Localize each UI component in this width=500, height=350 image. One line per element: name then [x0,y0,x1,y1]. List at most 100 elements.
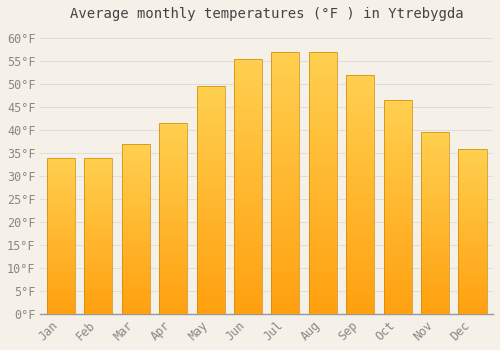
Bar [84,301,112,304]
Bar [346,137,374,142]
Bar [272,267,299,272]
Bar [234,125,262,130]
Bar [272,57,299,63]
Bar [159,272,187,276]
Bar [458,175,486,178]
Bar [309,240,337,246]
Bar [421,241,449,245]
Bar [234,120,262,125]
Bar [234,309,262,314]
Bar [346,89,374,94]
Bar [384,293,411,297]
Bar [47,308,75,311]
Bar [122,300,150,304]
Bar [384,143,411,147]
Bar [84,304,112,308]
Bar [234,217,262,222]
Bar [196,287,224,291]
Bar [458,258,486,261]
Bar [346,152,374,156]
Bar [458,155,486,159]
Bar [234,156,262,161]
Bar [421,274,449,278]
Bar [234,304,262,309]
Bar [384,160,411,164]
Bar [122,259,150,263]
Bar [384,233,411,237]
Bar [159,158,187,161]
Bar [421,296,449,299]
Bar [346,280,374,285]
Bar [84,261,112,264]
Bar [272,251,299,256]
Bar [458,185,486,188]
Bar [234,64,262,69]
Bar [84,167,112,170]
Bar [272,120,299,125]
Bar [196,118,224,123]
Bar [421,154,449,158]
Bar [84,180,112,183]
Bar [458,225,486,228]
Bar [309,136,337,141]
Bar [196,305,224,309]
Bar [84,217,112,220]
Bar [159,280,187,284]
Bar [272,240,299,246]
Bar [159,284,187,287]
Bar [272,204,299,209]
Bar [272,272,299,277]
Bar [47,226,75,230]
Bar [159,276,187,280]
Bar [421,307,449,310]
Bar [84,230,112,233]
Bar [47,280,75,283]
Bar [346,252,374,257]
Bar [47,201,75,204]
Bar [234,202,262,207]
Bar [421,205,449,209]
Bar [84,276,112,280]
Bar [458,182,486,185]
Bar [421,198,449,201]
Bar [309,146,337,152]
Bar [196,300,224,305]
Bar [458,228,486,231]
Bar [309,157,337,162]
Bar [159,131,187,135]
Bar [421,245,449,248]
Bar [272,99,299,104]
Bar [384,280,411,284]
Bar [84,280,112,283]
Bar [421,194,449,198]
Bar [458,234,486,238]
Bar [84,211,112,214]
Bar [346,295,374,300]
Bar [458,241,486,244]
Bar [47,311,75,314]
Bar [309,204,337,209]
Bar [84,273,112,276]
Bar [458,172,486,175]
Bar [421,132,449,136]
Bar [159,142,187,146]
Bar [272,277,299,282]
Bar [384,198,411,203]
Bar [384,241,411,246]
Bar [346,190,374,195]
Bar [159,123,187,127]
Bar [47,248,75,251]
Bar [384,203,411,207]
Bar [196,264,224,268]
Bar [421,278,449,281]
Bar [47,211,75,214]
Bar [346,85,374,89]
Bar [47,251,75,254]
Bar [309,282,337,288]
Bar [384,181,411,186]
Bar [309,173,337,178]
Bar [159,226,187,230]
Bar [234,74,262,79]
Bar [196,91,224,96]
Bar [421,270,449,274]
